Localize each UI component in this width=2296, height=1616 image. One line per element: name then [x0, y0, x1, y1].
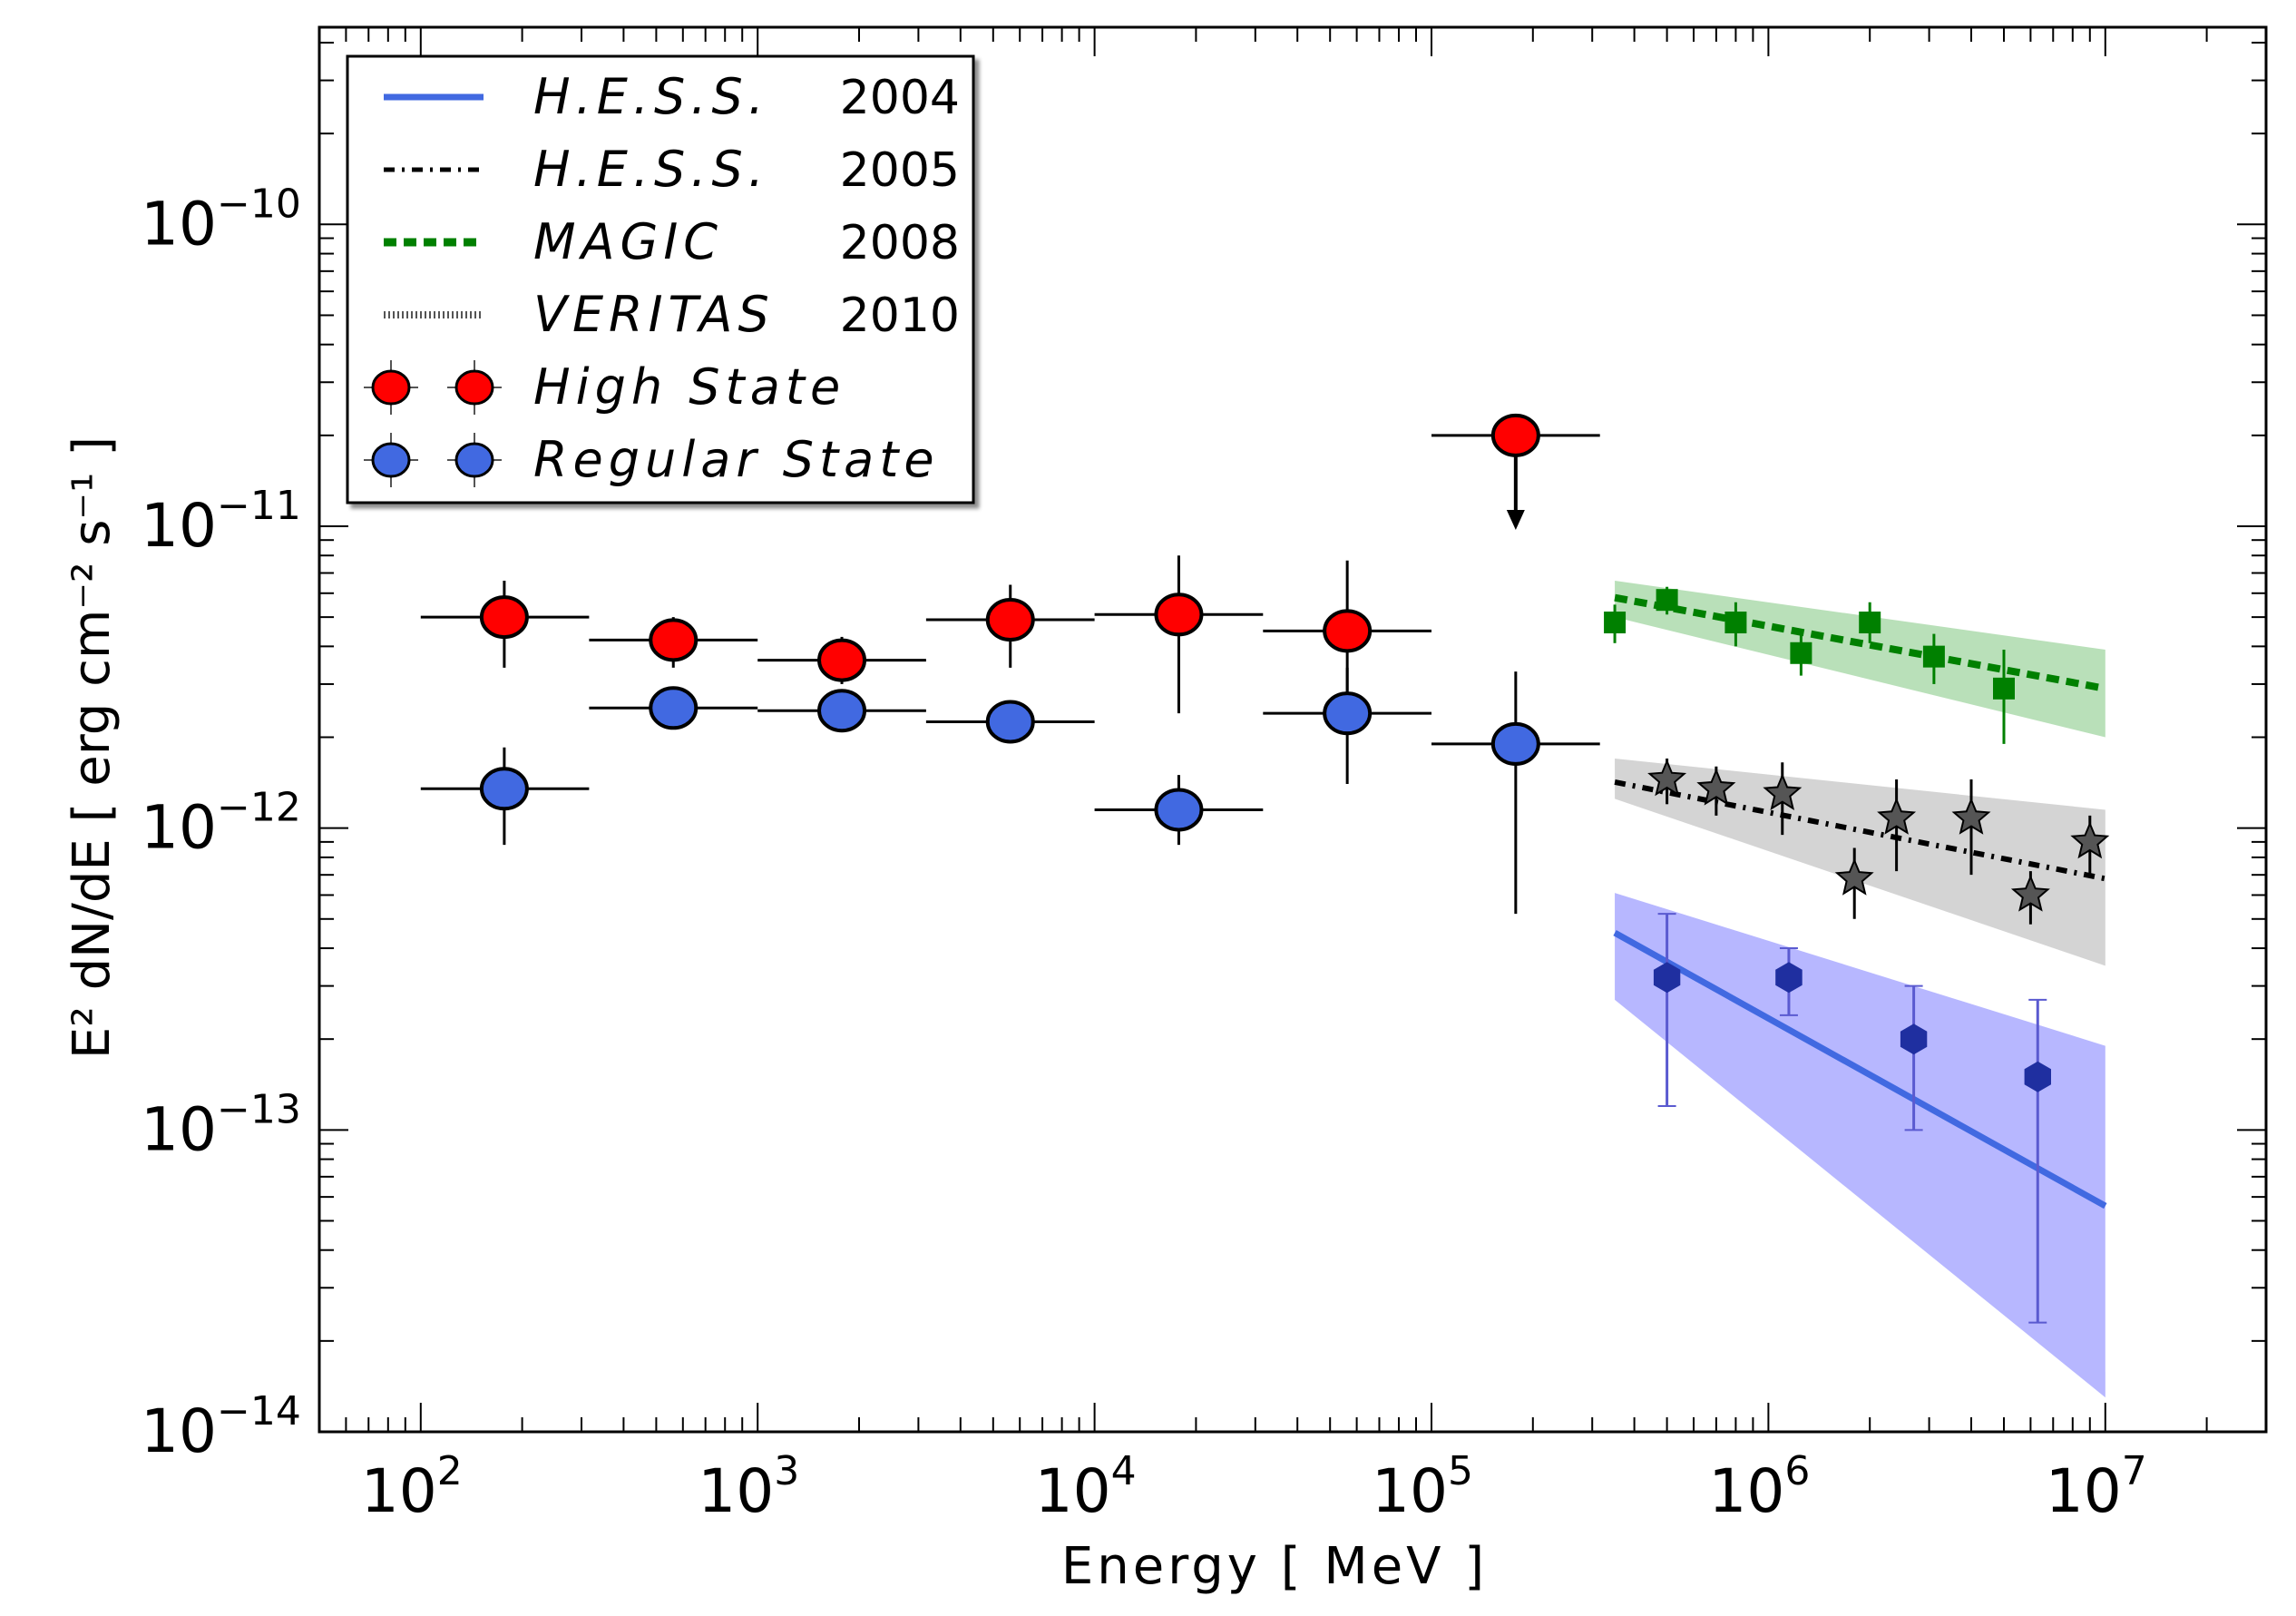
y-tick-exponent: −12 [217, 785, 301, 831]
data-point-4-1 [1775, 962, 1803, 994]
data-point-4-3 [2024, 1061, 2051, 1092]
y-tick-base: 10 [141, 793, 217, 863]
legend-marker-0 [371, 369, 411, 406]
data-point-0-3 [985, 598, 1035, 642]
legend-year: 2004 [840, 71, 960, 125]
x-tick-exponent: 2 [437, 1448, 463, 1494]
x-tick-exponent: 5 [1448, 1448, 1473, 1494]
x-tick-base: 10 [1372, 1456, 1448, 1526]
data-point-3-4 [1877, 797, 1917, 835]
data-point-3-2 [1763, 773, 1803, 811]
legend-label: Regular State [533, 431, 940, 488]
x-tick-exponent: 3 [774, 1448, 799, 1494]
x-tick-label: 106 [1708, 1448, 1810, 1526]
y-tick-exponent: −13 [217, 1086, 301, 1132]
y-tick-exponent: −10 [217, 181, 301, 227]
data-point-2-2 [1724, 612, 1747, 634]
x-tick-base: 10 [1708, 1456, 1784, 1526]
x-tick-label: 102 [361, 1448, 463, 1526]
upper-limit-arrowhead [1506, 509, 1525, 530]
legend-label: H.E.S.S. [533, 68, 769, 125]
plot-axes [318, 25, 2268, 1434]
data-point-0-6 [1490, 413, 1540, 457]
data-point-3-3 [1834, 857, 1874, 896]
data-point-0-0 [479, 595, 529, 640]
legend: H.E.S.S. 2004 H.E.S.S. 2005 MAGIC 2008 VERITAS… [346, 54, 975, 504]
legend-label: VERITAS [533, 286, 775, 343]
legend-box [346, 54, 975, 504]
y-tick-exponent: −11 [217, 483, 301, 529]
legend-year: 2008 [840, 216, 960, 270]
legend-marker-1 [454, 442, 494, 478]
band-3 [1615, 758, 2105, 966]
x-tick-base: 10 [2046, 1456, 2122, 1526]
legend-marker-0 [371, 442, 411, 478]
y-tick-label: 10−11 [141, 483, 301, 561]
model-line-2 [1614, 593, 2106, 692]
legend-label: MAGIC [533, 213, 723, 270]
data-point-3-7 [2070, 821, 2110, 859]
data-point-2-0 [1604, 612, 1627, 634]
x-tick-exponent: 4 [1111, 1448, 1137, 1494]
y-tick-base: 10 [141, 491, 217, 561]
model-bands [1615, 581, 2105, 1398]
data-point-1-6 [1490, 721, 1540, 766]
y-tick-label: 10−10 [141, 181, 301, 259]
model-lines [1613, 593, 2107, 1210]
y-tick-base: 10 [141, 1094, 217, 1164]
y-tick-label: 10−13 [141, 1086, 301, 1164]
legend-label: H.E.S.S. [533, 141, 769, 198]
data-point-3-5 [1951, 797, 1991, 835]
data-point-1-3 [985, 700, 1035, 744]
x-tick-exponent: 6 [1784, 1448, 1810, 1494]
x-tick-base: 10 [361, 1456, 437, 1526]
legend-year: 2005 [840, 143, 960, 198]
data-point-0-1 [649, 618, 699, 662]
data-point-3-1 [1696, 768, 1736, 806]
data-point-1-4 [1154, 788, 1204, 832]
y-tick-label: 10−14 [141, 1388, 301, 1466]
data-point-1-2 [817, 689, 867, 733]
y-axis-title: E² dN/dE [ erg cm⁻² s⁻¹ ] [63, 436, 122, 1059]
legend-label: High State [533, 358, 845, 416]
y-tick-base: 10 [141, 1396, 217, 1466]
data-point-0-5 [1323, 609, 1373, 653]
data-point-2-4 [1859, 612, 1881, 634]
x-tick-base: 10 [698, 1456, 774, 1526]
data-point-4-0 [1653, 962, 1681, 994]
y-tick-base: 10 [141, 189, 217, 259]
data-point-3-0 [1647, 759, 1687, 797]
x-tick-label: 107 [2046, 1448, 2147, 1526]
y-tick-label: 10−12 [141, 785, 301, 863]
data-point-2-6 [1992, 677, 2015, 700]
data-point-0-4 [1154, 593, 1204, 637]
legend-marker-1 [454, 369, 494, 406]
data-point-0-2 [817, 638, 867, 682]
x-tick-base: 10 [1035, 1456, 1111, 1526]
data-point-2-5 [1922, 645, 1945, 668]
data-point-3-6 [2010, 874, 2050, 912]
data-markers [479, 413, 2110, 1092]
legend-year: 2010 [840, 289, 960, 343]
plot-frame [318, 25, 2268, 1434]
x-tick-label: 105 [1372, 1448, 1473, 1526]
data-point-2-1 [1656, 589, 1678, 612]
data-point-1-0 [479, 767, 529, 811]
x-tick-label: 103 [698, 1448, 799, 1526]
x-axis-title: Energy [ MeV ] [1061, 1537, 1488, 1596]
tick-labels: 102 103 104 105 106 10710−1410−1310−1210−1110… [141, 181, 2147, 1526]
data-point-1-1 [649, 686, 699, 730]
x-tick-label: 104 [1035, 1448, 1137, 1526]
y-tick-exponent: −14 [217, 1388, 301, 1435]
band-4 [1615, 893, 2105, 1398]
data-point-2-3 [1790, 642, 1812, 664]
model-line-4 [1613, 929, 2107, 1210]
x-tick-exponent: 7 [2122, 1448, 2147, 1494]
data-point-1-5 [1323, 691, 1373, 736]
data-point-4-2 [1900, 1023, 1928, 1055]
